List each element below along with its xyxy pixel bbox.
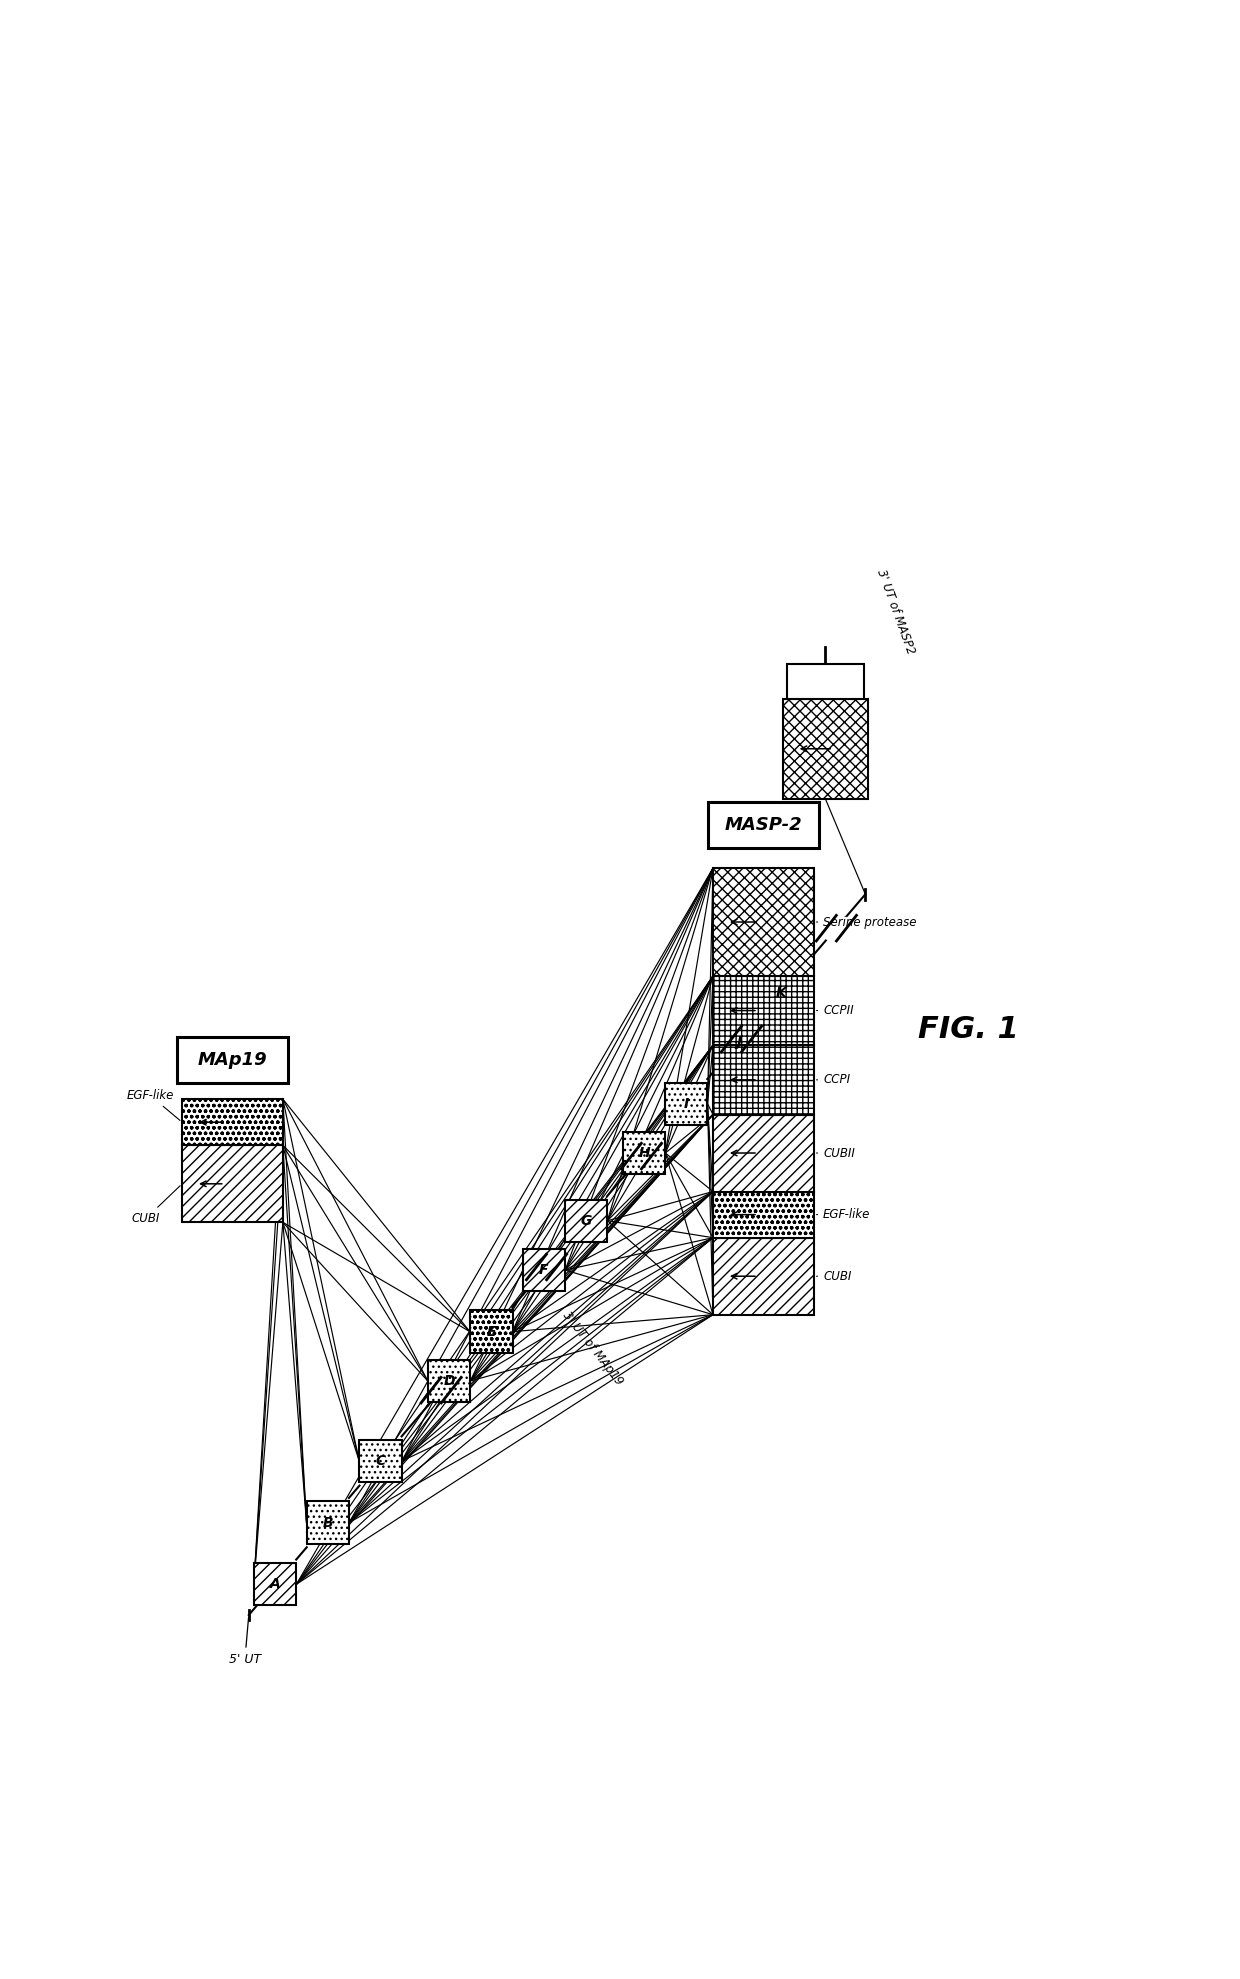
Bar: [360, 1441, 402, 1482]
Bar: [622, 1132, 666, 1174]
Text: EGF-like: EGF-like: [816, 1207, 870, 1221]
Text: CUBII: CUBII: [816, 1146, 854, 1160]
Text: D: D: [443, 1373, 455, 1387]
Text: MASP-2: MASP-2: [724, 815, 802, 833]
Bar: [564, 1199, 608, 1243]
Bar: [182, 1146, 283, 1223]
Text: MAp19: MAp19: [197, 1051, 268, 1069]
Bar: [428, 1360, 470, 1401]
Bar: [713, 976, 813, 1045]
Bar: [713, 1114, 813, 1191]
Text: K: K: [776, 986, 786, 999]
Bar: [713, 869, 813, 976]
Text: I: I: [683, 1096, 688, 1110]
Text: C: C: [376, 1455, 386, 1468]
Bar: [713, 1191, 813, 1237]
Text: F: F: [539, 1263, 548, 1276]
Bar: [665, 1083, 708, 1124]
Text: CCPII: CCPII: [816, 1003, 853, 1017]
Text: G: G: [580, 1213, 591, 1227]
Text: A: A: [270, 1577, 280, 1591]
Text: CUBI: CUBI: [131, 1185, 180, 1225]
Text: EGF-like: EGF-like: [126, 1088, 180, 1120]
Bar: [760, 972, 802, 1013]
Bar: [306, 1502, 350, 1544]
Text: 3' UT of MASP2: 3' UT of MASP2: [874, 568, 918, 657]
Bar: [782, 699, 868, 800]
Text: B: B: [322, 1516, 334, 1530]
Bar: [470, 1310, 512, 1354]
Text: 3' UT of MAp19: 3' UT of MAp19: [560, 1310, 626, 1387]
Text: Serine protease: Serine protease: [816, 916, 916, 928]
Bar: [254, 1563, 296, 1605]
Text: E: E: [486, 1324, 496, 1338]
FancyBboxPatch shape: [708, 801, 820, 849]
Text: FIG. 1: FIG. 1: [919, 1015, 1019, 1045]
Bar: [522, 1249, 565, 1290]
Text: CUBI: CUBI: [816, 1271, 852, 1282]
FancyBboxPatch shape: [176, 1037, 288, 1083]
Bar: [718, 1021, 760, 1063]
Bar: [713, 1045, 813, 1114]
Text: H: H: [639, 1146, 650, 1160]
Text: J: J: [737, 1035, 742, 1049]
Text: 5' UT: 5' UT: [229, 1617, 260, 1666]
Text: CCPI: CCPI: [816, 1073, 851, 1086]
Bar: [713, 1237, 813, 1314]
Bar: [182, 1098, 283, 1146]
Bar: [786, 665, 864, 699]
